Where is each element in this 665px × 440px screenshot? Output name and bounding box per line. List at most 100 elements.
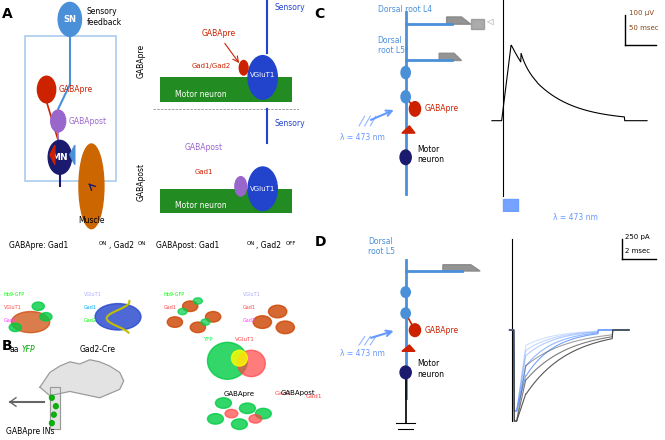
Polygon shape	[443, 265, 480, 271]
Text: GABApost: GABApost	[280, 390, 315, 396]
Circle shape	[9, 323, 21, 332]
Text: aa: aa	[10, 345, 19, 354]
Text: λ = 473 nm: λ = 473 nm	[553, 213, 598, 222]
Circle shape	[400, 150, 411, 165]
Text: GABApost: GABApost	[137, 162, 146, 201]
Text: 100 μV: 100 μV	[629, 10, 654, 16]
Circle shape	[205, 312, 221, 322]
Text: GABApost: Gad1: GABApost: Gad1	[156, 241, 219, 250]
Text: GABApre: GABApre	[424, 104, 458, 114]
Text: GABApre: GABApre	[201, 29, 236, 38]
Text: Sensory: Sensory	[275, 3, 305, 12]
Text: Gad1: Gad1	[164, 305, 176, 310]
Text: λ = 473 nm: λ = 473 nm	[340, 348, 385, 358]
Ellipse shape	[248, 167, 277, 210]
Circle shape	[49, 395, 55, 400]
Polygon shape	[402, 345, 415, 351]
Text: 2 msec: 2 msec	[626, 248, 650, 254]
FancyBboxPatch shape	[160, 189, 292, 213]
Polygon shape	[447, 17, 471, 24]
Text: GABApost: GABApost	[68, 117, 106, 125]
Text: OFF: OFF	[286, 241, 297, 246]
Circle shape	[51, 110, 66, 132]
Text: GABApre: Gad1: GABApre: Gad1	[9, 241, 68, 250]
Circle shape	[235, 176, 247, 196]
Text: VGluT1: VGluT1	[250, 72, 275, 78]
Circle shape	[207, 414, 223, 424]
Polygon shape	[471, 19, 484, 29]
Text: Sensory: Sensory	[275, 119, 305, 128]
Circle shape	[401, 66, 410, 79]
Circle shape	[225, 409, 238, 418]
Text: A: A	[2, 7, 13, 21]
Circle shape	[276, 321, 295, 334]
Text: , Gad2: , Gad2	[256, 241, 281, 250]
Circle shape	[400, 366, 411, 379]
Text: ON: ON	[247, 241, 255, 246]
Polygon shape	[50, 387, 60, 429]
Text: GABApre INs: GABApre INs	[6, 427, 55, 436]
Circle shape	[51, 412, 57, 417]
Text: C: C	[315, 7, 325, 21]
Text: Sensory
feedback: Sensory feedback	[86, 7, 122, 27]
Circle shape	[59, 2, 82, 36]
Circle shape	[269, 305, 287, 318]
Text: Hb9-GFP: Hb9-GFP	[4, 292, 25, 297]
Text: ON: ON	[98, 241, 107, 246]
Text: Gad2-Cre: Gad2-Cre	[80, 345, 116, 354]
Text: Motor neuron: Motor neuron	[175, 90, 227, 99]
Circle shape	[231, 419, 247, 429]
Polygon shape	[439, 53, 462, 60]
Circle shape	[194, 298, 202, 304]
Polygon shape	[40, 360, 124, 398]
Text: 250 pA: 250 pA	[626, 234, 650, 240]
Circle shape	[201, 319, 210, 325]
Circle shape	[49, 421, 55, 425]
Text: ON: ON	[138, 241, 146, 246]
Text: SN: SN	[63, 15, 76, 24]
Ellipse shape	[237, 350, 265, 377]
Text: Gad1: Gad1	[305, 394, 322, 399]
Text: Gad1/Gad2: Gad1/Gad2	[192, 63, 231, 69]
Circle shape	[37, 76, 56, 103]
Text: YFP: YFP	[22, 345, 35, 354]
Text: Motor
neuron: Motor neuron	[417, 359, 444, 379]
Ellipse shape	[207, 342, 247, 379]
Polygon shape	[402, 126, 415, 133]
Text: Gad1: Gad1	[84, 305, 96, 310]
Text: VGluT1: VGluT1	[235, 337, 255, 342]
Polygon shape	[50, 145, 55, 165]
Text: GABApre: GABApre	[137, 44, 146, 77]
Text: Dorsal
root L5: Dorsal root L5	[378, 36, 405, 55]
Circle shape	[32, 302, 45, 311]
Text: VGluT1: VGluT1	[84, 292, 101, 297]
Text: GABApre: GABApre	[224, 391, 255, 397]
Circle shape	[215, 398, 231, 408]
Text: 50 msec: 50 msec	[629, 25, 659, 31]
Circle shape	[410, 102, 420, 116]
Text: VGluT1: VGluT1	[243, 292, 261, 297]
Text: Gad2: Gad2	[243, 319, 256, 323]
Circle shape	[178, 308, 187, 315]
Text: Dorsal
root L5: Dorsal root L5	[368, 237, 396, 256]
Text: λ = 473 nm: λ = 473 nm	[340, 133, 385, 143]
Text: VGluT1: VGluT1	[250, 186, 275, 192]
Text: Motor neuron: Motor neuron	[175, 201, 227, 210]
Text: GABApre: GABApre	[59, 85, 92, 94]
Text: VGluT1: VGluT1	[4, 305, 21, 310]
Circle shape	[410, 324, 420, 337]
Circle shape	[253, 316, 271, 328]
Text: GABApre: GABApre	[424, 326, 458, 335]
Circle shape	[53, 403, 59, 409]
Text: Motor
neuron: Motor neuron	[417, 145, 444, 164]
Circle shape	[168, 317, 182, 327]
Text: Gad2: Gad2	[275, 391, 292, 396]
Ellipse shape	[11, 312, 50, 333]
Text: Hb9-GFP: Hb9-GFP	[164, 292, 185, 297]
Text: Gad2: Gad2	[4, 319, 17, 323]
Circle shape	[190, 322, 205, 333]
Text: Muscle: Muscle	[78, 216, 104, 225]
Text: YFP: YFP	[203, 337, 213, 342]
Text: B: B	[2, 339, 13, 352]
Text: MN: MN	[52, 153, 68, 162]
